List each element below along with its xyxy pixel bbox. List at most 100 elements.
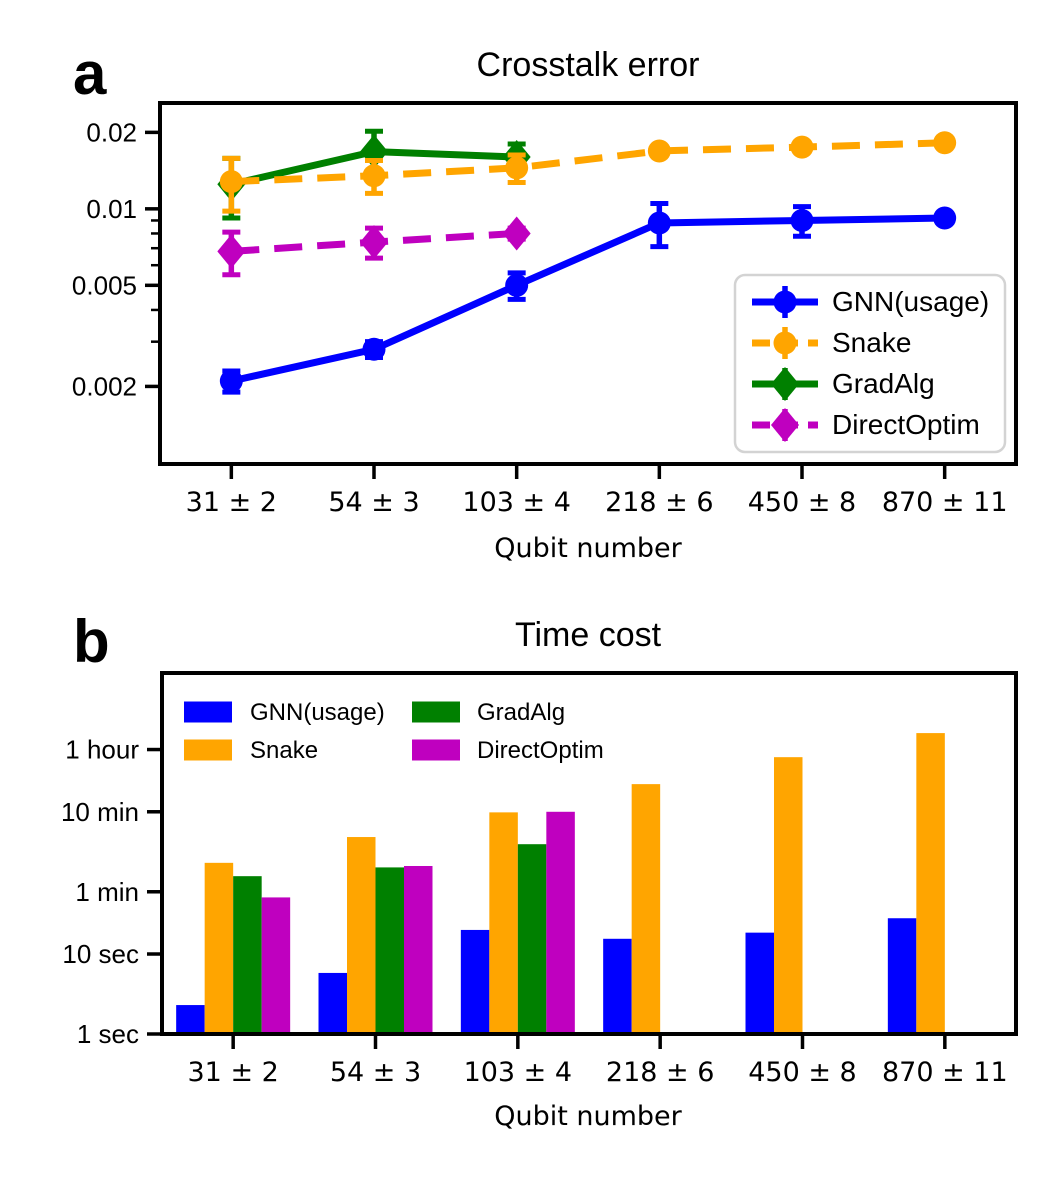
bar-gradalg-0 <box>233 876 262 1034</box>
legend-label: DirectOptim <box>477 737 604 764</box>
panel-b-title: Time cost <box>514 616 662 654</box>
legend-panel-b: GNN(usage) Snake GradAlg DirectOptim <box>184 699 604 764</box>
y-tick-label: 0.005 <box>72 270 137 300</box>
circle-marker <box>773 331 797 355</box>
series-line <box>231 139 945 186</box>
legend-label: Snake <box>250 737 318 764</box>
bar-gradalg-2 <box>517 844 547 1034</box>
x-tick-label: 103 ± 4 <box>462 487 571 518</box>
legend-label: Snake <box>832 327 911 358</box>
bar-gnn-usage-2 <box>460 929 490 1034</box>
circle-marker <box>933 206 957 230</box>
y-tick-label: 1 min <box>75 877 139 907</box>
legend-entry-directoptim: DirectOptim <box>412 737 604 764</box>
circle-marker <box>933 131 957 155</box>
x-axis-ticks: 31 ± 2 54 ± 3 103 ± 4 218 ± 6 450 ± 8 870 ± 1… <box>186 466 1008 518</box>
circle-marker <box>790 135 814 159</box>
x-tick-label: 31 ± 2 <box>188 1057 279 1088</box>
axes: 1 hour 10 min 1 min 10 sec 1 sec 31 ± 2 54 ± 3… <box>61 671 1018 1088</box>
bars-snake <box>204 733 945 1034</box>
series-snake <box>219 131 957 214</box>
series-gnn-usage <box>219 200 957 395</box>
x-tick-label: 218 ± 6 <box>605 487 714 518</box>
bar-snake-2 <box>489 812 518 1034</box>
panel-b-xlabel: Qubit number <box>494 1101 682 1132</box>
axes: 0.02 0.01 0.005 0.002 31 ± 2 54 ± 3 103 ± 4 218… <box>72 101 1018 518</box>
x-tick-label: 870 ± 11 <box>882 487 1008 518</box>
circle-marker <box>505 273 529 297</box>
circle-marker <box>773 290 797 314</box>
legend-label: GNN(usage) <box>832 286 989 317</box>
legend-entry-snake: Snake <box>752 327 911 359</box>
plot-frame <box>158 101 1018 466</box>
y-tick-label: 0.02 <box>86 117 137 147</box>
circle-marker <box>647 211 671 235</box>
diamond-marker <box>771 408 799 442</box>
legend-entry-gradalg: GradAlg <box>412 699 565 726</box>
y-tick-label: 0.002 <box>72 371 137 401</box>
bar-gnn-usage-0 <box>176 1005 205 1034</box>
circle-marker <box>219 369 243 393</box>
circle-marker <box>647 139 671 163</box>
bar-directoptim-2 <box>546 811 575 1034</box>
legend-label: GradAlg <box>477 699 565 726</box>
x-tick-label: 103 ± 4 <box>464 1057 573 1088</box>
bar-gnn-usage-4 <box>745 932 774 1034</box>
x-tick-label: 31 ± 2 <box>186 487 277 518</box>
x-tick-label: 870 ± 11 <box>882 1057 1008 1088</box>
bar-directoptim-1 <box>404 865 433 1034</box>
bar-snake-0 <box>204 862 234 1034</box>
circle-marker <box>362 164 386 188</box>
y-tick-label: 10 sec <box>62 939 139 969</box>
legend-entry-gnn-usage: GNN(usage) <box>752 286 989 318</box>
x-tick-label: 54 ± 3 <box>330 1057 421 1088</box>
legend-label: DirectOptim <box>832 409 980 440</box>
x-tick-label: 450 ± 8 <box>748 1057 857 1088</box>
bar-gnn-usage-3 <box>603 938 632 1034</box>
plot-frame <box>160 671 1018 1036</box>
circle-marker <box>790 208 814 232</box>
y-axis-ticks: 0.02 0.01 0.005 0.002 <box>72 117 158 401</box>
legend-frame <box>733 273 1007 454</box>
bar-gradalg-1 <box>375 867 404 1034</box>
legend-swatch <box>412 701 460 723</box>
legend-label: GNN(usage) <box>250 699 385 726</box>
time-cost-chart: 1 hour 10 min 1 min 10 sec 1 sec 31 ± 2 54 ± 3… <box>61 671 1018 1088</box>
bar-snake-3 <box>631 784 661 1034</box>
panel-a-xlabel: Qubit number <box>494 533 682 564</box>
legend-entry-snake: Snake <box>184 737 318 764</box>
bars-gnn-usage <box>176 918 917 1034</box>
legend-swatch <box>184 739 232 761</box>
bar-gnn-usage-1 <box>318 972 347 1034</box>
y-tick-label: 10 min <box>61 797 139 827</box>
legend-entry-directoptim: DirectOptim <box>752 408 980 442</box>
bar-snake-1 <box>347 837 376 1034</box>
bar-snake-5 <box>916 733 945 1034</box>
x-tick-label: 450 ± 8 <box>748 487 857 518</box>
legend-entry-gradalg: GradAlg <box>752 367 935 401</box>
bars-gradalg <box>233 844 547 1034</box>
bar-snake-4 <box>774 757 803 1034</box>
circle-marker <box>219 170 243 194</box>
diamond-marker <box>771 367 799 401</box>
legend-swatch <box>184 701 232 723</box>
diamond-marker <box>502 216 531 251</box>
y-tick-label: 0.01 <box>86 194 137 224</box>
y-axis-ticks: 1 hour 10 min 1 min 10 sec 1 sec <box>61 735 160 1049</box>
crosstalk-error-chart: 0.02 0.01 0.005 0.002 31 ± 2 54 ± 3 103 ± 4 218… <box>72 101 1018 518</box>
panel-b-letter: b <box>73 608 110 675</box>
bars-directoptim <box>261 811 575 1034</box>
bar-directoptim-0 <box>261 897 291 1034</box>
circle-marker <box>362 337 386 361</box>
diamond-marker <box>360 225 388 260</box>
legend-swatch <box>412 739 460 761</box>
diamond-marker <box>217 234 246 269</box>
legend-label: GradAlg <box>832 368 935 399</box>
x-axis-ticks: 31 ± 2 54 ± 3 103 ± 4 218 ± 6 450 ± 8 870 ± 1… <box>188 1036 1008 1088</box>
y-tick-label: 1 sec <box>77 1019 139 1049</box>
y-tick-label: 1 hour <box>65 735 139 765</box>
bar-gnn-usage-5 <box>887 918 917 1034</box>
legend-entry-gnn-usage: GNN(usage) <box>184 699 385 726</box>
series-line <box>230 214 945 385</box>
